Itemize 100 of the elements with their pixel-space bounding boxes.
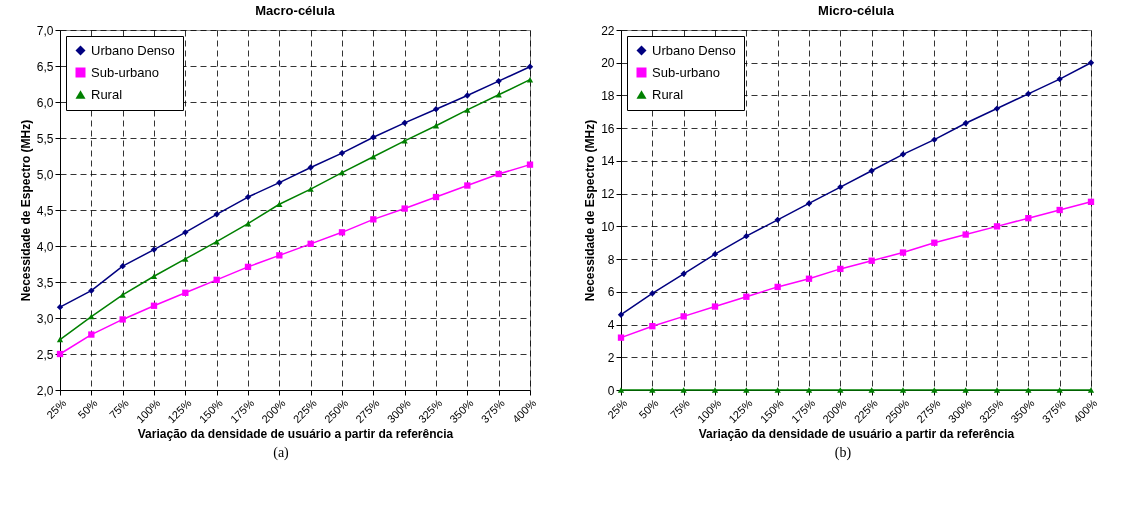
point bbox=[276, 179, 283, 186]
point bbox=[432, 106, 440, 113]
point bbox=[648, 323, 655, 330]
point bbox=[88, 331, 95, 338]
y-tick-label: 18 bbox=[600, 88, 615, 103]
point bbox=[899, 249, 906, 256]
point bbox=[464, 107, 471, 113]
point bbox=[805, 275, 812, 282]
point bbox=[836, 265, 843, 273]
point bbox=[370, 134, 377, 141]
point bbox=[993, 105, 1000, 112]
point bbox=[401, 119, 408, 127]
y-tick-label: 10 bbox=[600, 219, 615, 234]
point bbox=[150, 302, 158, 309]
y-tick-label: 5,5 bbox=[36, 131, 54, 146]
point bbox=[526, 63, 534, 70]
text: (b) bbox=[834, 445, 852, 461]
y-tick-label: 4,5 bbox=[36, 203, 54, 218]
point bbox=[774, 283, 781, 291]
point bbox=[711, 251, 718, 258]
point bbox=[774, 216, 781, 223]
y-tick-label: 16 bbox=[600, 121, 615, 136]
point bbox=[401, 205, 408, 212]
y-tick-label: 6,5 bbox=[36, 59, 54, 74]
point bbox=[805, 200, 812, 207]
point bbox=[495, 77, 502, 85]
point bbox=[993, 223, 1000, 230]
point bbox=[56, 336, 64, 343]
text: (a) bbox=[273, 445, 289, 461]
point bbox=[1087, 59, 1094, 66]
point bbox=[1087, 198, 1094, 205]
point bbox=[464, 92, 471, 99]
y-tick-label: 20 bbox=[600, 56, 615, 71]
point bbox=[742, 293, 749, 300]
point bbox=[868, 167, 875, 174]
point bbox=[338, 149, 346, 157]
point bbox=[338, 229, 346, 236]
x-tick-label: 75% bbox=[667, 396, 692, 421]
point bbox=[307, 240, 314, 247]
point bbox=[464, 182, 471, 189]
point bbox=[276, 252, 283, 259]
y-tick-label: 4 bbox=[607, 318, 615, 333]
point bbox=[962, 120, 969, 127]
point bbox=[244, 263, 252, 271]
point bbox=[244, 193, 252, 201]
y-tick-label: 7,0 bbox=[36, 23, 54, 38]
point bbox=[56, 304, 64, 311]
point bbox=[182, 289, 189, 296]
legend-label: Sub-urbano bbox=[651, 64, 720, 80]
point bbox=[432, 193, 440, 201]
y-tick-label: 2,0 bbox=[36, 383, 54, 398]
point bbox=[119, 263, 126, 270]
point bbox=[119, 316, 126, 323]
x-tick-label: 75% bbox=[106, 396, 132, 421]
point bbox=[868, 257, 875, 264]
point bbox=[899, 151, 906, 158]
point bbox=[213, 276, 220, 283]
point bbox=[495, 170, 502, 178]
legend-label: Rural bbox=[651, 86, 683, 102]
point bbox=[930, 136, 937, 143]
point bbox=[495, 92, 502, 98]
y-tick-label: 14 bbox=[600, 154, 615, 169]
point bbox=[742, 233, 749, 240]
y-tick-label: 2,5 bbox=[36, 347, 54, 362]
y-tick-label: 3,0 bbox=[36, 311, 54, 326]
point bbox=[1024, 90, 1031, 97]
y-axis-title: Necessidade de Espectro (MHz) bbox=[18, 119, 33, 302]
point bbox=[88, 287, 95, 294]
point bbox=[1056, 206, 1063, 214]
point bbox=[182, 256, 189, 262]
point bbox=[213, 211, 220, 218]
legend-label: Rural bbox=[91, 86, 123, 102]
legend-label: Sub-urbano bbox=[91, 64, 159, 80]
point bbox=[680, 313, 687, 320]
y-tick-label: 0 bbox=[607, 383, 615, 398]
point bbox=[119, 292, 126, 298]
chart-title: Micro-célula bbox=[817, 3, 895, 18]
point bbox=[711, 303, 718, 310]
point bbox=[648, 290, 655, 297]
y-axis-title: Necessidade de Espectro (MHz) bbox=[582, 119, 597, 302]
y-tick-label: 6 bbox=[607, 285, 615, 300]
point bbox=[182, 229, 189, 236]
y-tick-label: 4,0 bbox=[36, 239, 54, 254]
point bbox=[307, 186, 314, 192]
point bbox=[338, 169, 346, 176]
point bbox=[1056, 75, 1063, 83]
y-tick-label: 8 bbox=[607, 252, 615, 267]
x-axis-title: Variação da densidade de usuário a partir da referência bbox=[137, 427, 454, 442]
point bbox=[930, 239, 937, 246]
point bbox=[836, 183, 843, 191]
y-tick-label: 12 bbox=[600, 187, 615, 202]
point bbox=[962, 231, 969, 238]
y-tick-label: 2 bbox=[607, 350, 615, 365]
point bbox=[617, 311, 624, 318]
point bbox=[307, 164, 314, 171]
point bbox=[401, 138, 408, 144]
point bbox=[680, 270, 687, 277]
point bbox=[150, 273, 158, 279]
y-tick-label: 3,5 bbox=[36, 275, 54, 290]
point bbox=[526, 161, 534, 168]
